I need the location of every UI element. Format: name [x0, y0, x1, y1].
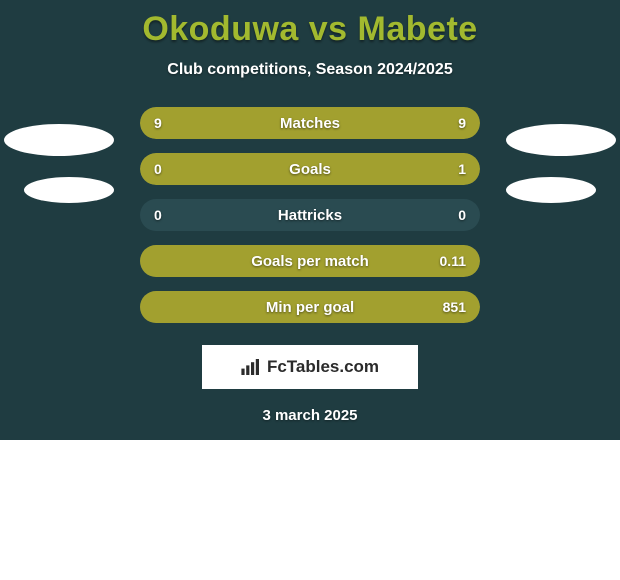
stat-label: Min per goal	[140, 299, 480, 316]
logo: FcTables.com	[241, 357, 379, 377]
player-badge	[4, 124, 114, 156]
stat-row: 9Matches9	[140, 107, 480, 139]
stat-label: Goals	[140, 161, 480, 178]
player-badge	[506, 177, 596, 203]
comparison-panel: Okoduwa vs Mabete Club competitions, Sea…	[0, 0, 620, 440]
stat-row: 0Goals1	[140, 153, 480, 185]
stat-value-right: 0.11	[440, 253, 466, 269]
stat-value-right: 9	[458, 115, 466, 131]
stat-value-right: 0	[458, 207, 466, 223]
bars-icon	[241, 359, 261, 375]
date-text: 3 march 2025	[0, 407, 620, 424]
page-title: Okoduwa vs Mabete	[0, 10, 620, 49]
player-badge	[506, 124, 616, 156]
stat-row: 0Hattricks0	[140, 199, 480, 231]
stat-row: Min per goal851	[140, 291, 480, 323]
logo-box: FcTables.com	[202, 345, 418, 389]
stat-value-right: 1	[458, 161, 466, 177]
stat-label: Hattricks	[140, 207, 480, 224]
stat-row: Goals per match0.11	[140, 245, 480, 277]
stat-value-right: 851	[443, 299, 466, 315]
logo-text: FcTables.com	[267, 357, 379, 377]
subtitle: Club competitions, Season 2024/2025	[0, 61, 620, 79]
stat-label: Matches	[140, 115, 480, 132]
player-badge	[24, 177, 114, 203]
stat-label: Goals per match	[140, 253, 480, 270]
